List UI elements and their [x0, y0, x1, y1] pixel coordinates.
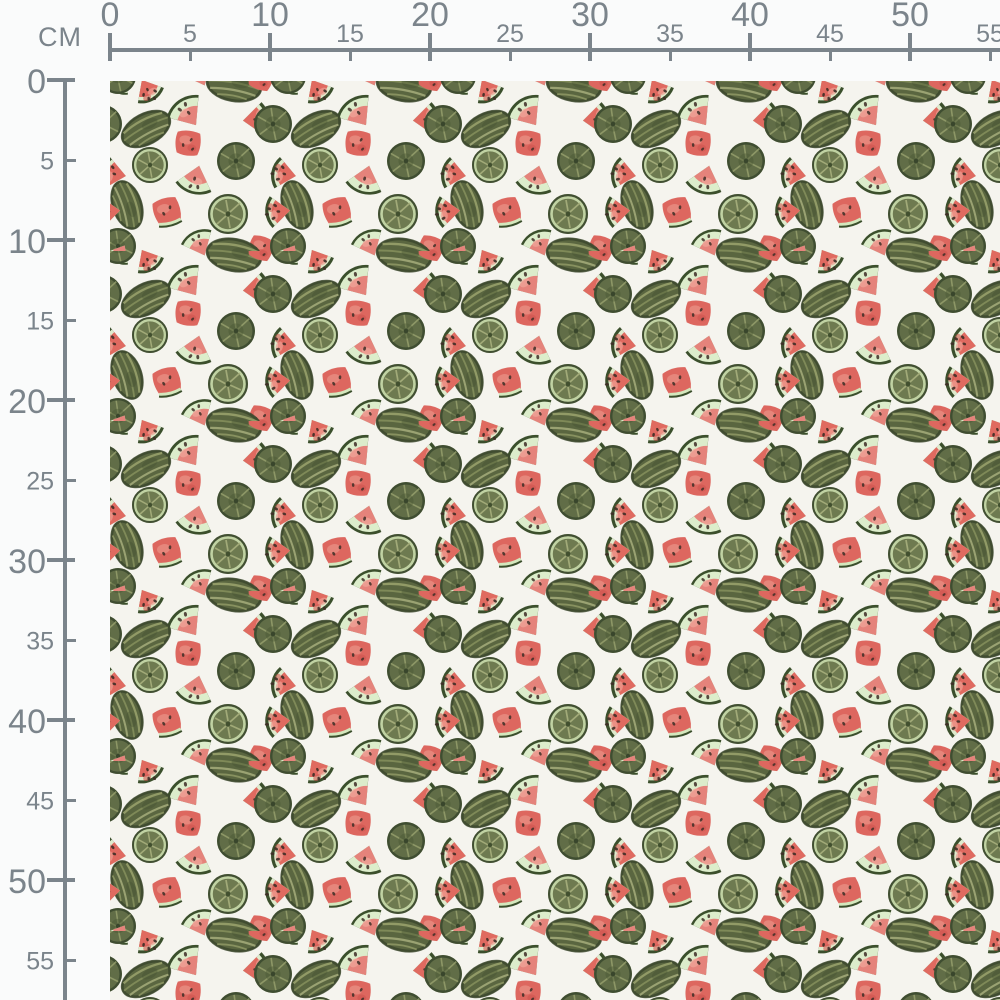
ruler-tick-label: 10 [251, 0, 289, 34]
ruler-tick [268, 33, 272, 61]
ruler-tick [829, 48, 832, 61]
ruler-tick-label: 20 [8, 383, 46, 421]
ruler-tick [63, 479, 76, 482]
ruler-tick [669, 48, 672, 61]
ruler-tick-label: 0 [27, 63, 46, 101]
ruler-tick-label: 55 [26, 947, 54, 976]
ruler-tick-label: 50 [8, 863, 46, 901]
ruler-tick-label: 40 [731, 0, 769, 34]
ruler-tick [63, 319, 76, 322]
ruler-tick-label: 50 [891, 0, 929, 34]
ruler-tick-label: 45 [816, 20, 844, 48]
ruler-tick [47, 398, 75, 402]
ruler-tick [47, 878, 75, 882]
watermelon-pattern-svg [110, 81, 1000, 1000]
watermelon-pattern-fill [110, 81, 1000, 1000]
ruler-tick [47, 718, 75, 722]
ruler-tick [428, 33, 432, 61]
ruler-tick-label: 5 [183, 20, 197, 48]
vertical-ruler-line [63, 78, 67, 1000]
ruler-tick-label: 25 [496, 20, 524, 48]
ruler-tick [509, 48, 512, 61]
ruler-tick [47, 78, 75, 82]
ruler-tick [63, 159, 76, 162]
ruler-tick [63, 639, 76, 642]
ruler-tick-label: 0 [100, 0, 120, 34]
ruler-tick-label: 10 [8, 223, 46, 261]
ruler-tick [588, 33, 592, 61]
ruler-tick-label: 35 [26, 627, 54, 656]
ruler-unit-label: CM [38, 22, 82, 52]
ruler-tick-label: 5 [40, 147, 54, 176]
ruler-tick-label: 20 [411, 0, 449, 34]
ruler-tick-label: 55 [976, 20, 1000, 48]
ruler-tick-label: 15 [336, 20, 364, 48]
ruler-tick-label: 40 [8, 703, 46, 741]
ruler-tick [349, 48, 352, 61]
ruler-tick-label: 45 [26, 787, 54, 816]
horizontal-ruler-line [108, 48, 1000, 52]
ruler-tick [189, 48, 192, 61]
ruler-tick [989, 48, 992, 61]
ruler-tick-label: 30 [8, 543, 46, 581]
ruler-tick [47, 558, 75, 562]
ruler-tick [108, 33, 112, 61]
ruler-tick [748, 33, 752, 61]
ruler-tick [63, 959, 76, 962]
fabric-swatch-preview [110, 81, 1000, 1000]
ruler-tick-label: 25 [26, 467, 54, 496]
ruler-tick [63, 799, 76, 802]
ruler-tick-label: 15 [26, 307, 54, 336]
ruler-tick [908, 33, 912, 61]
ruler-tick-label: 35 [656, 20, 684, 48]
ruler-tick [47, 238, 75, 242]
ruler-tick-label: 30 [571, 0, 609, 34]
